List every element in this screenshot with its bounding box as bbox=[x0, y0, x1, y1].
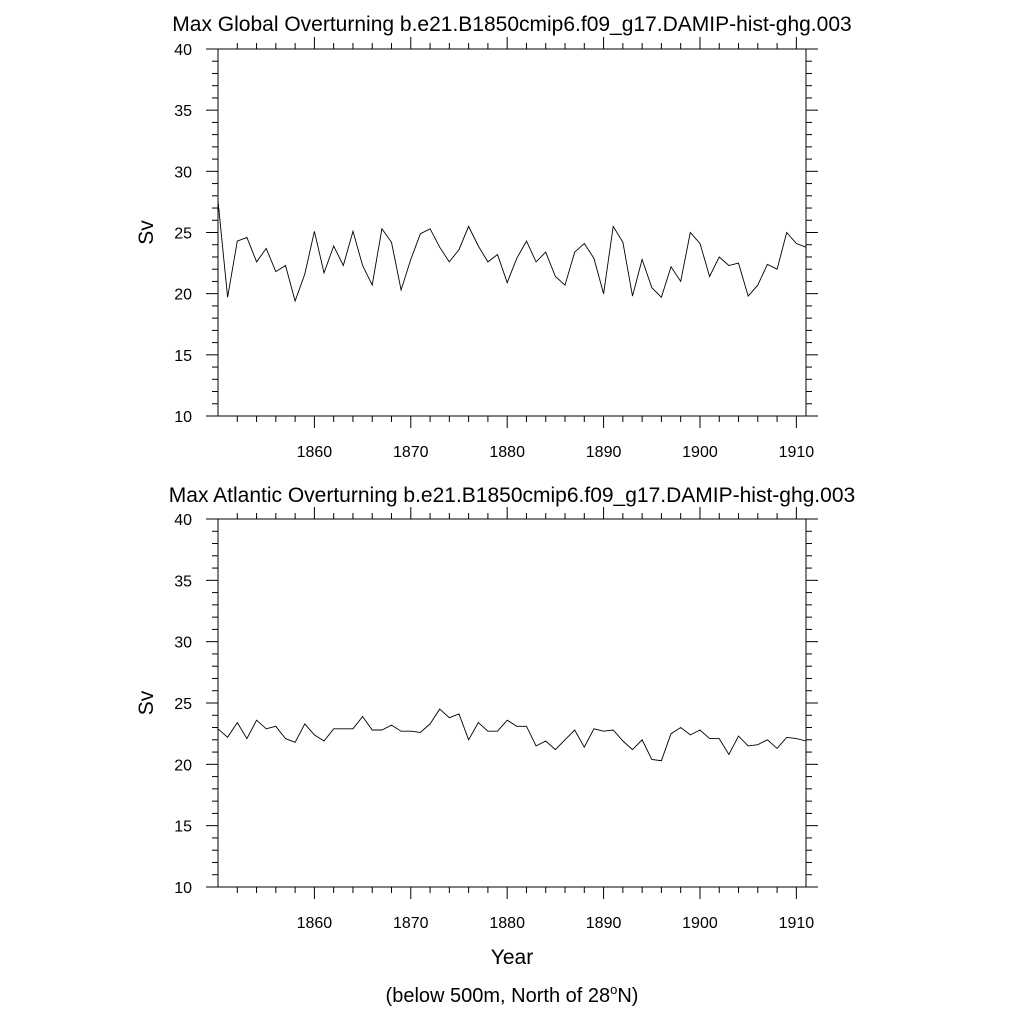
chart-2-y-tick-label: 20 bbox=[174, 757, 192, 774]
global-overturning-panel: Max Global Overturning b.e21.B1850cmip6.… bbox=[135, 13, 852, 461]
chart-1-y-tick-label: 15 bbox=[174, 348, 192, 365]
atlantic-overturning-panel: Max Atlantic Overturning b.e21.B1850cmip… bbox=[135, 484, 855, 969]
chart-2-x-tick-label: 1880 bbox=[489, 915, 525, 932]
chart-1-y-tick-label: 20 bbox=[174, 287, 192, 304]
footnote-text: (below 500m, North of 28 bbox=[386, 985, 611, 1007]
footnote-degree-superscript: o bbox=[610, 982, 617, 997]
chart-1-y-tick-label: 35 bbox=[174, 103, 192, 120]
chart-2-y-tick-label: 10 bbox=[174, 880, 192, 897]
chart-2-y-tick-label: 35 bbox=[174, 573, 192, 590]
chart-2-x-tick-label: 1910 bbox=[779, 915, 815, 932]
chart-2-y-tick-label: 25 bbox=[174, 696, 192, 713]
chart-1-y-tick-label: 40 bbox=[174, 42, 192, 59]
chart-1-y-tick-label: 30 bbox=[174, 164, 192, 181]
chart-2-title: Max Atlantic Overturning b.e21.B1850cmip… bbox=[169, 484, 855, 507]
chart-1-plot-frame bbox=[217, 48, 807, 417]
chart-1-x-tick-label: 1870 bbox=[393, 444, 429, 461]
chart-1-y-axis-label: Sv bbox=[135, 220, 158, 245]
chart-1-y-tick-label: 10 bbox=[174, 409, 192, 426]
chart-1-title: Max Global Overturning b.e21.B1850cmip6.… bbox=[172, 13, 851, 36]
footnote-text-end: N) bbox=[617, 985, 638, 1007]
chart-1-series-line bbox=[217, 200, 807, 303]
chart-1-y-tick-label: 25 bbox=[174, 226, 192, 243]
footnote: (below 500m, North of 28oN) bbox=[386, 982, 639, 1007]
chart-1-x-tick-label: 1890 bbox=[586, 444, 622, 461]
chart-2-x-axis-label: Year bbox=[491, 946, 533, 969]
chart-2-x-tick-label: 1890 bbox=[586, 915, 622, 932]
chart-2-x-tick-label: 1870 bbox=[393, 915, 429, 932]
chart-2-series-line bbox=[217, 708, 807, 762]
chart-2-y-tick-label: 30 bbox=[174, 635, 192, 652]
chart-1-x-tick-label: 1900 bbox=[682, 444, 718, 461]
chart-1-x-tick-label: 1910 bbox=[779, 444, 815, 461]
chart-2-x-tick-label: 1900 bbox=[682, 915, 718, 932]
chart-2-y-tick-label: 40 bbox=[174, 512, 192, 529]
chart-1-x-tick-label: 1860 bbox=[297, 444, 333, 461]
chart-2-y-tick-label: 15 bbox=[174, 819, 192, 836]
chart-2-plot-frame bbox=[217, 518, 807, 888]
chart-2-y-axis-label: Sv bbox=[135, 690, 158, 715]
chart-1-x-tick-label: 1880 bbox=[489, 444, 525, 461]
chart-2-x-tick-label: 1860 bbox=[297, 915, 333, 932]
